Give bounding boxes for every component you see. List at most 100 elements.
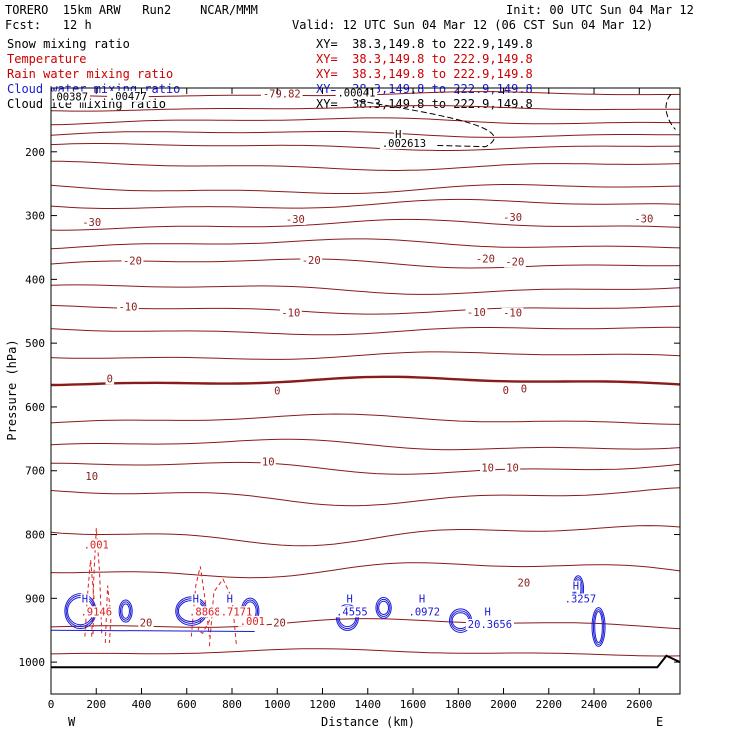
rain-label: .9146 xyxy=(80,606,112,618)
cloud-label-bg xyxy=(571,580,581,592)
temperature-contour xyxy=(50,326,681,336)
y-tick-label: 900 xyxy=(25,592,45,605)
cloud-label-bg xyxy=(417,593,427,605)
temperature-label: 10 xyxy=(262,456,275,468)
y-tick-label: 700 xyxy=(25,465,45,478)
y-tick-label: 400 xyxy=(25,273,45,286)
field-name-rain: Rain water mixing ratio xyxy=(7,67,174,81)
cloud-label: H xyxy=(346,594,352,606)
cloud-label-bg xyxy=(191,593,201,605)
temperature-contour xyxy=(50,117,681,126)
temperature-contour xyxy=(50,461,681,475)
x-tick-label: 400 xyxy=(132,698,152,711)
temperature-contour xyxy=(50,160,681,172)
temperature-label-bg xyxy=(474,253,497,265)
cloud-label-bg xyxy=(406,606,442,618)
temperature-contour xyxy=(50,218,681,231)
rain-label: .7171 xyxy=(221,606,253,618)
temperature-label: 0 xyxy=(503,385,509,397)
snow-contour xyxy=(665,94,676,130)
temperature-label-bg xyxy=(519,383,529,395)
x-axis-title: Distance (km) xyxy=(321,715,415,729)
temperature-label: -20 xyxy=(476,254,495,266)
temperature-contour xyxy=(50,525,681,547)
cloud-label: 20.3656 xyxy=(468,619,512,631)
field-name-snow: Snow mixing ratio xyxy=(7,37,130,51)
temperature-label: -20 xyxy=(123,255,142,267)
temperature-label: 10 xyxy=(85,471,98,483)
temperature-contour xyxy=(50,618,681,630)
cloud-label: H xyxy=(485,606,491,618)
cloud-water-contour xyxy=(591,607,606,647)
cloud-label: H xyxy=(419,594,425,606)
temperature-label-bg xyxy=(501,384,511,396)
east-end-label: E xyxy=(656,715,663,729)
temperature-label: 20 xyxy=(273,618,286,630)
temperature-label-bg xyxy=(272,385,282,397)
y-tick-label: 800 xyxy=(25,529,45,542)
temperature-contour xyxy=(50,105,681,112)
rain-contour xyxy=(91,528,103,637)
snow-label-bg xyxy=(107,90,149,102)
temperature-contour xyxy=(50,284,681,295)
cloud-label-bg xyxy=(334,606,370,618)
temperature-label-bg xyxy=(105,373,115,385)
cloud-label-bg xyxy=(562,593,598,605)
temperature-label-bg xyxy=(465,307,488,319)
temperature-label-bg xyxy=(504,462,521,474)
snow-label-bg xyxy=(335,87,378,99)
x-tick-label: 2400 xyxy=(581,698,608,711)
cloud-label: .3257 xyxy=(565,594,597,606)
temperature-label-bg xyxy=(284,213,307,225)
cloud-label-bg xyxy=(465,619,515,631)
x-tick-label: 2000 xyxy=(490,698,517,711)
temperature-label: -30 xyxy=(286,214,305,226)
cloud-water-contour xyxy=(375,596,392,619)
rain-label: .8868 xyxy=(189,606,221,618)
model-title: TORERO 15km ARW Run2 NCAR/MMM xyxy=(5,3,258,17)
field-range-cloud-ice: XY= 38.3,149.8 to 222.9,149.8 xyxy=(316,97,533,111)
temperature-label: -20 xyxy=(302,255,321,267)
cloud-label-bg xyxy=(483,606,492,618)
y-tick-label: 300 xyxy=(25,210,45,223)
forecast-hour: Fcst: 12 h xyxy=(5,18,92,32)
west-end-label: W xyxy=(68,715,76,729)
snow-label-bg xyxy=(379,138,429,150)
cloud-water-contour xyxy=(378,600,390,615)
temperature-label: 0 xyxy=(274,386,280,398)
cloud-water-contour xyxy=(592,609,605,645)
cloud-label: H xyxy=(193,594,199,606)
x-tick-label: 0 xyxy=(48,698,55,711)
temperature-label: -30 xyxy=(82,217,101,229)
temperature-contour xyxy=(50,143,681,151)
snow-label: .00041 xyxy=(337,88,375,100)
y-tick-label: 500 xyxy=(25,337,45,350)
cloud-label: .0972 xyxy=(409,606,441,618)
temperature-contour xyxy=(50,238,681,250)
temperature-label: -10 xyxy=(467,307,486,319)
temperature-label-bg xyxy=(503,256,526,268)
temperature-label: -10 xyxy=(281,308,300,320)
temperature-label-bg xyxy=(117,301,139,313)
temperature-contour xyxy=(50,131,680,138)
snow-label: .00477 xyxy=(109,91,147,103)
temperature-contour xyxy=(50,438,681,451)
temperature-label-bg xyxy=(300,254,323,266)
rain-label-bg xyxy=(219,606,255,618)
y-tick-label: 600 xyxy=(25,401,45,414)
temperature-contour xyxy=(50,562,681,579)
temperature-label-bg xyxy=(84,471,100,483)
temperature-contour xyxy=(50,184,681,194)
x-tick-label: 200 xyxy=(86,698,106,711)
y-axis-title: Pressure (hPa) xyxy=(5,339,19,440)
snow-label: H xyxy=(395,129,401,141)
snow-contour xyxy=(358,100,495,148)
temperature-label: -10 xyxy=(118,301,137,313)
temperature-label-bg xyxy=(271,617,288,629)
rain-label: .001 xyxy=(240,616,265,628)
temperature-label-bg xyxy=(260,456,276,468)
rain-label-bg xyxy=(238,615,267,627)
rain-contour xyxy=(190,566,210,637)
x-tick-label: 1000 xyxy=(264,698,291,711)
